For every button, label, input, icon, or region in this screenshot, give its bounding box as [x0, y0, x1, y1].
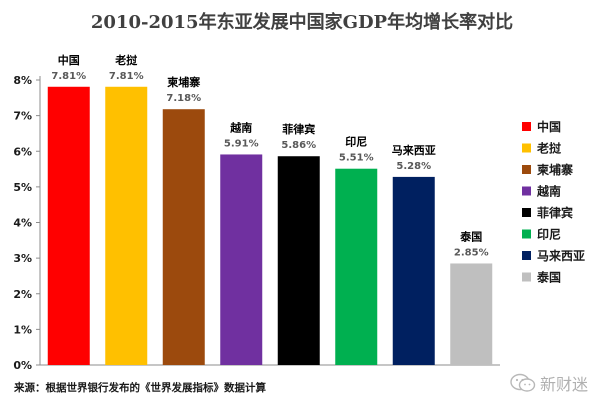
bar: [220, 154, 263, 365]
data-label: 2.85%: [454, 247, 489, 258]
watermark-text: 新财迷: [540, 375, 589, 394]
data-label: 7.81%: [109, 71, 144, 82]
data-label: 7.81%: [51, 71, 86, 82]
legend-swatch: [522, 165, 531, 174]
legend-label: 泰国: [536, 270, 561, 285]
y-tick-label: 4%: [13, 217, 32, 230]
bar-category-label: 中国: [58, 53, 80, 67]
chart-title: 2010-2015年东亚发展中国家GDP年均增长率对比: [90, 12, 514, 33]
data-label: 7.18%: [166, 93, 201, 104]
legend-swatch: [522, 251, 531, 260]
y-tick-label: 5%: [13, 181, 32, 194]
watermark: 新财迷: [510, 371, 588, 395]
y-tick-label: 2%: [13, 288, 32, 301]
y-tick-label: 0%: [13, 359, 32, 372]
y-tick-label: 7%: [13, 110, 32, 123]
y-tick-label: 8%: [13, 74, 32, 87]
bar-category-label: 柬埔寨: [167, 75, 200, 89]
bar-category-label: 菲律宾: [282, 122, 315, 136]
bar-category-label: 泰国: [459, 229, 482, 243]
legend-label: 老挝: [537, 141, 562, 156]
legend-label: 柬埔寨: [536, 162, 573, 177]
legend-swatch: [522, 186, 531, 196]
legend-swatch: [522, 208, 531, 217]
y-tick-label: 1%: [13, 323, 32, 336]
legend-swatch: [522, 272, 531, 282]
y-tick-label: 6%: [13, 145, 32, 158]
bar: [162, 109, 205, 366]
bar: [277, 156, 320, 365]
bar-category-label: 印尼: [345, 136, 367, 149]
bar-category-label: 越南: [229, 120, 252, 134]
data-label: 5.28%: [396, 161, 431, 172]
wechat-icon: [510, 373, 536, 392]
bar-category-label: 马来西亚: [392, 143, 436, 157]
data-label: 5.91%: [224, 138, 259, 149]
bar: [392, 176, 435, 365]
legend-label: 印尼: [537, 228, 561, 242]
legend-swatch: [522, 143, 531, 153]
data-label: 5.51%: [339, 153, 374, 164]
bar: [105, 86, 148, 366]
legend-label: 中国: [537, 119, 561, 134]
legend-swatch: [522, 229, 531, 239]
legend-label: 越南: [536, 184, 561, 199]
data-label: 5.86%: [281, 140, 316, 151]
legend-label: 菲律宾: [537, 205, 573, 220]
bar: [47, 86, 90, 366]
legend-swatch: [522, 122, 531, 131]
y-tick-label: 3%: [13, 252, 32, 265]
bar: [335, 168, 378, 365]
bar-category-label: 老挝: [114, 53, 138, 67]
bar: [450, 263, 493, 365]
source-note: 来源：根据世界银行发布的《世界发展指标》数据计算: [14, 382, 266, 394]
legend-label: 马来西亚: [537, 248, 585, 263]
